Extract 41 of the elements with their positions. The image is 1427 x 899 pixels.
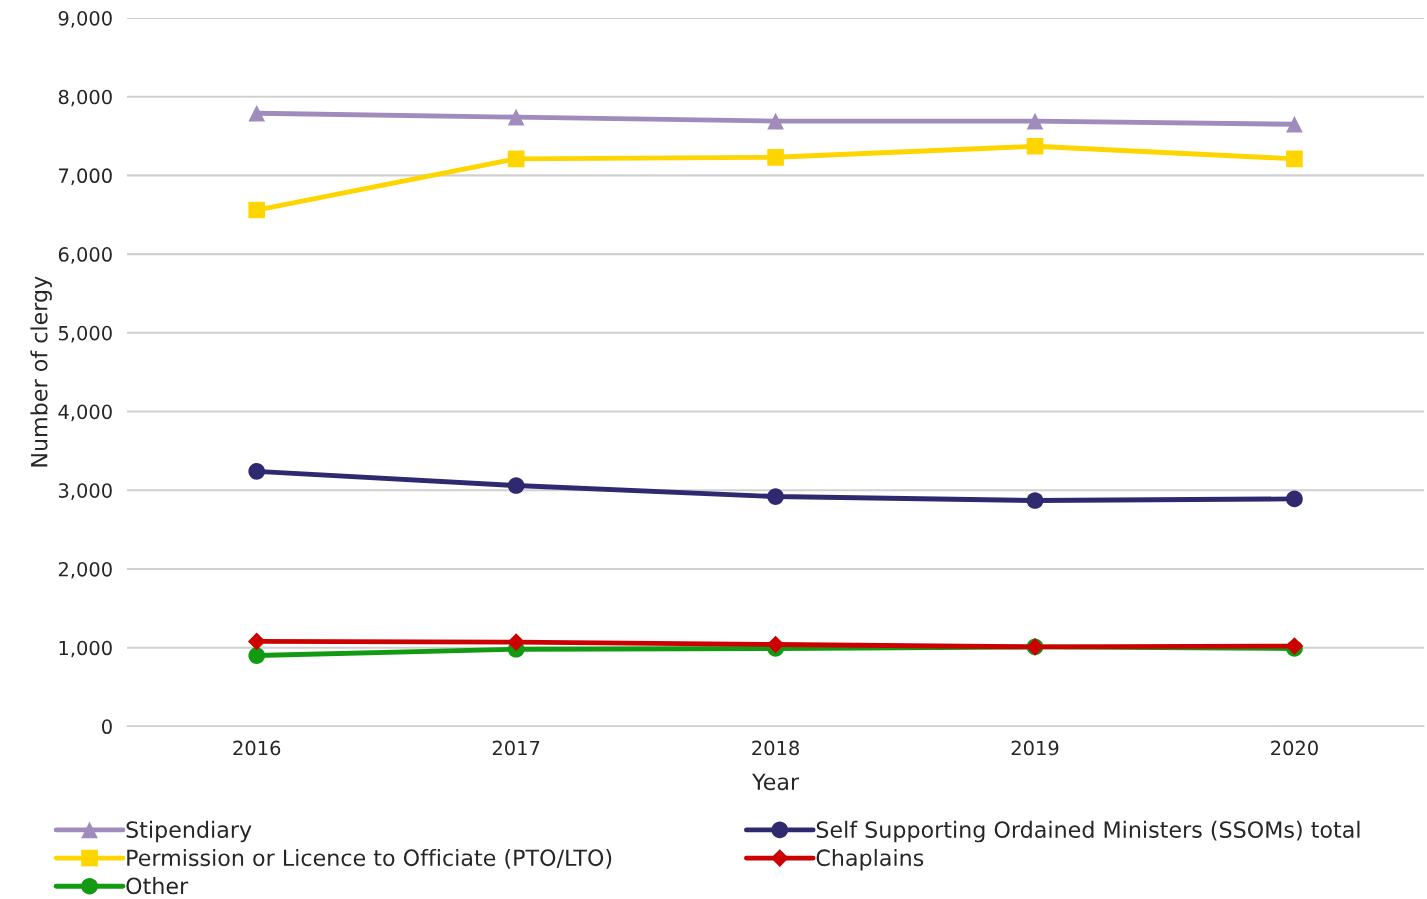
point xyxy=(247,632,266,651)
point xyxy=(1026,137,1044,155)
legend-label: Chaplains xyxy=(816,848,924,871)
legend-label: Stipendiary xyxy=(126,820,252,843)
y-tick-label: 1,000 xyxy=(59,640,112,658)
legend-label: Self Supporting Ordained Ministers (SSOMs) total xyxy=(816,820,1360,843)
y-tick-label: 9,000 xyxy=(58,10,112,28)
legend-label: Permission or Licence to Officiate (PTO/LTO) xyxy=(127,848,612,869)
point xyxy=(507,108,525,126)
point xyxy=(248,201,266,219)
point xyxy=(248,104,266,122)
point xyxy=(507,633,525,652)
point xyxy=(248,647,266,664)
x-tick-label: 2018 xyxy=(752,740,799,756)
point xyxy=(767,112,784,130)
y-tick-label: 5,000 xyxy=(58,325,112,343)
point xyxy=(1286,150,1303,168)
x-tick-label: 2016 xyxy=(233,740,281,756)
point xyxy=(767,488,784,505)
y-tick-label: 6,000 xyxy=(58,247,112,264)
y-tick-label: 2,000 xyxy=(58,561,112,579)
point xyxy=(766,635,785,654)
x-tick-label: 2020 xyxy=(1271,740,1318,756)
y-axis-title: Number of clergy xyxy=(30,276,52,467)
y-tick-label: 3,000 xyxy=(58,483,112,500)
point xyxy=(507,150,525,168)
x-tick-label: 2017 xyxy=(492,740,540,756)
y-tick-label: 8,000 xyxy=(58,89,112,107)
point xyxy=(1286,490,1303,508)
point xyxy=(248,463,266,480)
point xyxy=(507,477,525,494)
y-tick-label: 7,000 xyxy=(59,168,112,186)
point xyxy=(1026,492,1044,509)
x-axis-title: Year xyxy=(752,773,800,791)
legend-label: Other xyxy=(126,877,189,895)
y-tick-label: 4,000 xyxy=(58,404,112,422)
y-tick-label: 0 xyxy=(102,719,112,735)
point xyxy=(1026,112,1044,130)
point xyxy=(767,148,784,166)
x-tick-label: 2019 xyxy=(1011,740,1059,756)
point xyxy=(1286,115,1303,133)
